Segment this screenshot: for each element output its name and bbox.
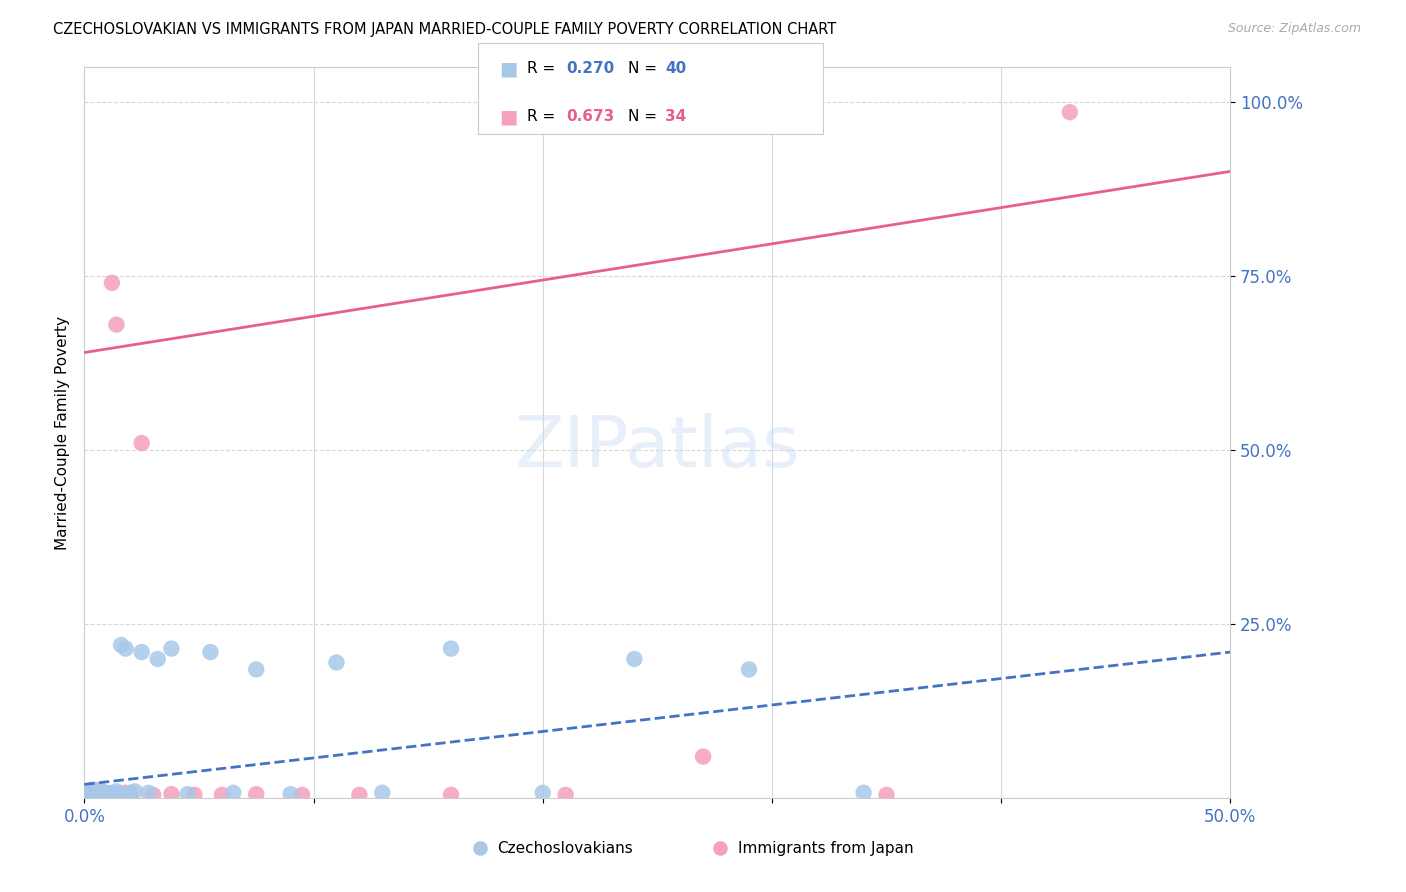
- Text: R =: R =: [527, 110, 561, 124]
- Text: ■: ■: [499, 107, 517, 127]
- Point: [863, 838, 886, 853]
- Text: N =: N =: [628, 62, 662, 76]
- Point: [176, 787, 198, 801]
- Point: [875, 788, 898, 802]
- Text: ZIPatlas: ZIPatlas: [515, 413, 800, 482]
- Point: [80, 787, 103, 801]
- Point: [1346, 838, 1368, 853]
- Point: [80, 786, 103, 800]
- Text: CZECHOSLOVAKIAN VS IMMIGRANTS FROM JAPAN MARRIED-COUPLE FAMILY POVERTY CORRELATI: CZECHOSLOVAKIAN VS IMMIGRANTS FROM JAPAN…: [53, 22, 837, 37]
- Point: [110, 788, 132, 802]
- Point: [120, 788, 142, 802]
- Point: [105, 784, 128, 798]
- Point: [84, 783, 107, 797]
- Point: [291, 788, 314, 802]
- Point: [852, 786, 875, 800]
- Point: [440, 641, 463, 656]
- Point: [131, 645, 153, 659]
- Point: [87, 786, 110, 800]
- Point: [103, 787, 125, 801]
- Y-axis label: Married-Couple Family Poverty: Married-Couple Family Poverty: [55, 316, 70, 549]
- Point: [94, 788, 117, 802]
- Text: 0.270: 0.270: [567, 62, 614, 76]
- Point: [77, 787, 100, 801]
- Point: [83, 786, 105, 800]
- Point: [183, 788, 205, 802]
- Point: [80, 783, 103, 797]
- Point: [107, 787, 129, 801]
- Text: 0.673: 0.673: [567, 110, 614, 124]
- Point: [440, 788, 463, 802]
- Point: [114, 641, 136, 656]
- Point: [87, 787, 110, 801]
- Point: [105, 318, 128, 332]
- Point: [89, 784, 111, 798]
- Point: [89, 788, 111, 802]
- Point: [120, 786, 142, 800]
- Point: [94, 788, 117, 802]
- Point: [87, 786, 110, 800]
- Point: [131, 436, 153, 450]
- Point: [77, 784, 100, 798]
- Point: [138, 786, 160, 800]
- Point: [222, 786, 245, 800]
- Point: [245, 663, 267, 677]
- Text: Immigrants from Japan: Immigrants from Japan: [738, 840, 912, 855]
- Point: [1059, 105, 1081, 120]
- Point: [76, 786, 98, 800]
- Point: [371, 786, 394, 800]
- Text: R =: R =: [527, 62, 561, 76]
- Point: [96, 787, 118, 801]
- Point: [160, 787, 183, 801]
- Point: [110, 638, 132, 652]
- Point: [91, 786, 114, 800]
- Point: [98, 788, 121, 802]
- Point: [91, 784, 114, 798]
- Point: [83, 783, 105, 797]
- Point: [200, 645, 222, 659]
- Point: [146, 652, 169, 666]
- Point: [80, 789, 103, 803]
- Point: [325, 656, 347, 670]
- Point: [84, 787, 107, 801]
- Point: [738, 663, 761, 677]
- Point: [84, 788, 107, 802]
- Point: [280, 787, 302, 801]
- Point: [692, 749, 714, 764]
- Point: [211, 788, 233, 802]
- Point: [142, 788, 165, 802]
- Point: [87, 788, 110, 802]
- Point: [83, 788, 105, 802]
- Text: N =: N =: [628, 110, 662, 124]
- Point: [101, 276, 124, 290]
- Text: 34: 34: [665, 110, 686, 124]
- Point: [124, 784, 146, 798]
- Point: [554, 788, 576, 802]
- Point: [76, 788, 98, 802]
- Point: [101, 786, 124, 800]
- Point: [531, 786, 554, 800]
- Text: ■: ■: [499, 59, 517, 78]
- Point: [349, 788, 371, 802]
- Point: [160, 641, 183, 656]
- Point: [623, 652, 645, 666]
- Text: 40: 40: [665, 62, 686, 76]
- Point: [84, 784, 107, 798]
- Point: [114, 786, 136, 800]
- Point: [98, 787, 121, 801]
- Point: [83, 784, 105, 798]
- Text: Source: ZipAtlas.com: Source: ZipAtlas.com: [1227, 22, 1361, 36]
- Text: Czechoslovakians: Czechoslovakians: [496, 840, 633, 855]
- Point: [91, 787, 114, 801]
- Point: [245, 787, 267, 801]
- Point: [96, 787, 118, 801]
- Point: [77, 786, 100, 800]
